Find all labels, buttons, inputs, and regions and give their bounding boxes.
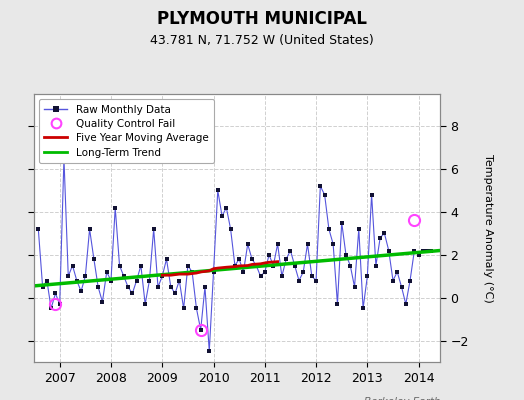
Point <box>389 277 397 284</box>
Point <box>252 262 260 269</box>
Point <box>367 192 376 198</box>
Point <box>214 187 222 194</box>
Point <box>141 301 149 307</box>
Point <box>423 247 431 254</box>
Point <box>333 301 342 307</box>
Point <box>414 252 423 258</box>
Point <box>286 247 294 254</box>
Point <box>363 273 372 280</box>
Point <box>119 273 128 280</box>
Point <box>397 284 406 290</box>
Point <box>337 220 346 226</box>
Point <box>167 284 175 290</box>
Point <box>115 262 124 269</box>
Point <box>218 213 226 220</box>
Point <box>401 301 410 307</box>
Point <box>244 241 252 247</box>
Point <box>406 277 414 284</box>
Point <box>38 284 47 290</box>
Point <box>308 273 316 280</box>
Point <box>222 204 231 211</box>
Point <box>42 277 51 284</box>
Point <box>145 277 154 284</box>
Text: PLYMOUTH MUNICIPAL: PLYMOUTH MUNICIPAL <box>157 10 367 28</box>
Point <box>385 247 393 254</box>
Point <box>60 155 68 162</box>
Point <box>376 234 385 241</box>
Point <box>94 284 102 290</box>
Point <box>329 241 337 247</box>
Point <box>239 269 248 275</box>
Point <box>359 305 367 312</box>
Point <box>290 262 299 269</box>
Point <box>73 277 81 284</box>
Point <box>34 226 42 232</box>
Point <box>133 277 141 284</box>
Point <box>77 288 85 294</box>
Point <box>372 262 380 269</box>
Point <box>346 262 354 269</box>
Point <box>355 226 363 232</box>
Point <box>269 262 278 269</box>
Point <box>260 269 269 275</box>
Point <box>47 305 56 312</box>
Point <box>274 241 282 247</box>
Point <box>56 301 64 307</box>
Point <box>226 226 235 232</box>
Point <box>321 192 329 198</box>
Point <box>325 226 333 232</box>
Point <box>154 284 162 290</box>
Y-axis label: Temperature Anomaly (°C): Temperature Anomaly (°C) <box>483 154 493 302</box>
Point <box>231 262 239 269</box>
Point <box>235 256 243 262</box>
Point <box>68 262 77 269</box>
Point <box>410 247 419 254</box>
Point <box>137 262 145 269</box>
Text: Berkeley Earth: Berkeley Earth <box>364 397 440 400</box>
Point <box>171 290 179 296</box>
Point <box>312 277 320 284</box>
Point <box>256 273 265 280</box>
Point <box>303 241 312 247</box>
Point <box>81 273 90 280</box>
Point <box>316 183 324 189</box>
Point <box>205 348 213 354</box>
Point <box>299 269 308 275</box>
Point <box>342 252 350 258</box>
Point <box>196 327 205 333</box>
Point <box>111 204 119 211</box>
Point <box>51 290 60 296</box>
Point <box>184 262 192 269</box>
Point <box>209 269 217 275</box>
Point <box>175 277 183 284</box>
Point <box>107 277 115 284</box>
Point <box>192 305 201 312</box>
Point <box>248 256 256 262</box>
Point <box>103 269 111 275</box>
Point <box>98 299 106 305</box>
Point <box>201 284 209 290</box>
Point <box>278 273 286 280</box>
Point <box>85 226 94 232</box>
Text: 43.781 N, 71.752 W (United States): 43.781 N, 71.752 W (United States) <box>150 34 374 47</box>
Point <box>179 305 188 312</box>
Point <box>158 273 167 280</box>
Point <box>124 284 132 290</box>
Point <box>419 247 427 254</box>
Point <box>380 230 389 236</box>
Point <box>427 247 435 254</box>
Point <box>149 226 158 232</box>
Point <box>295 277 303 284</box>
Point <box>128 290 137 296</box>
Legend: Raw Monthly Data, Quality Control Fail, Five Year Moving Average, Long-Term Tren: Raw Monthly Data, Quality Control Fail, … <box>39 99 214 163</box>
Point <box>162 256 171 262</box>
Point <box>351 284 359 290</box>
Point <box>282 256 290 262</box>
Point <box>64 273 72 280</box>
Point <box>90 256 98 262</box>
Point <box>265 252 273 258</box>
Point <box>188 269 196 275</box>
Point <box>393 269 401 275</box>
